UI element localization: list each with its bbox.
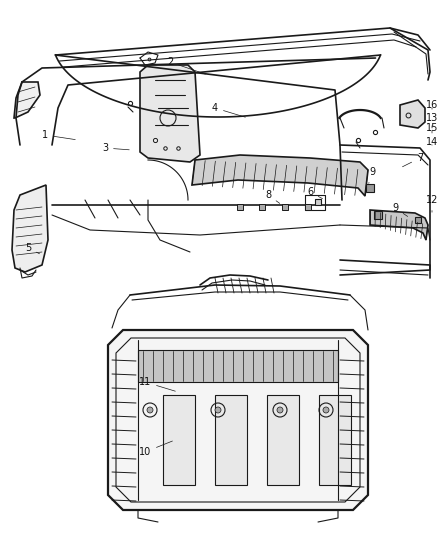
Text: 13: 13 bbox=[426, 113, 438, 128]
Text: 14: 14 bbox=[426, 137, 438, 147]
Polygon shape bbox=[108, 330, 368, 510]
Text: 16: 16 bbox=[426, 100, 438, 110]
Polygon shape bbox=[14, 82, 40, 118]
Polygon shape bbox=[192, 155, 368, 196]
Text: 1: 1 bbox=[42, 130, 75, 140]
Text: 2: 2 bbox=[167, 57, 205, 74]
Text: 6: 6 bbox=[307, 187, 322, 199]
Polygon shape bbox=[215, 395, 247, 485]
Circle shape bbox=[215, 407, 221, 413]
Polygon shape bbox=[400, 100, 425, 128]
Polygon shape bbox=[138, 350, 338, 382]
Circle shape bbox=[147, 407, 153, 413]
Polygon shape bbox=[267, 395, 299, 485]
Text: 9: 9 bbox=[392, 203, 408, 216]
Text: 4: 4 bbox=[212, 103, 245, 117]
Text: 11: 11 bbox=[139, 377, 175, 391]
Text: 8: 8 bbox=[265, 190, 280, 204]
Polygon shape bbox=[370, 210, 428, 240]
Polygon shape bbox=[319, 395, 351, 485]
Polygon shape bbox=[140, 65, 200, 162]
Text: 15: 15 bbox=[426, 123, 438, 133]
Text: 12: 12 bbox=[426, 195, 438, 212]
Circle shape bbox=[323, 407, 329, 413]
Text: 3: 3 bbox=[102, 143, 129, 153]
Text: 7: 7 bbox=[403, 153, 423, 167]
Circle shape bbox=[277, 407, 283, 413]
Text: 10: 10 bbox=[139, 441, 173, 457]
Polygon shape bbox=[163, 395, 195, 485]
Text: 5: 5 bbox=[25, 243, 39, 254]
Polygon shape bbox=[12, 185, 48, 272]
Text: 9: 9 bbox=[369, 167, 375, 183]
